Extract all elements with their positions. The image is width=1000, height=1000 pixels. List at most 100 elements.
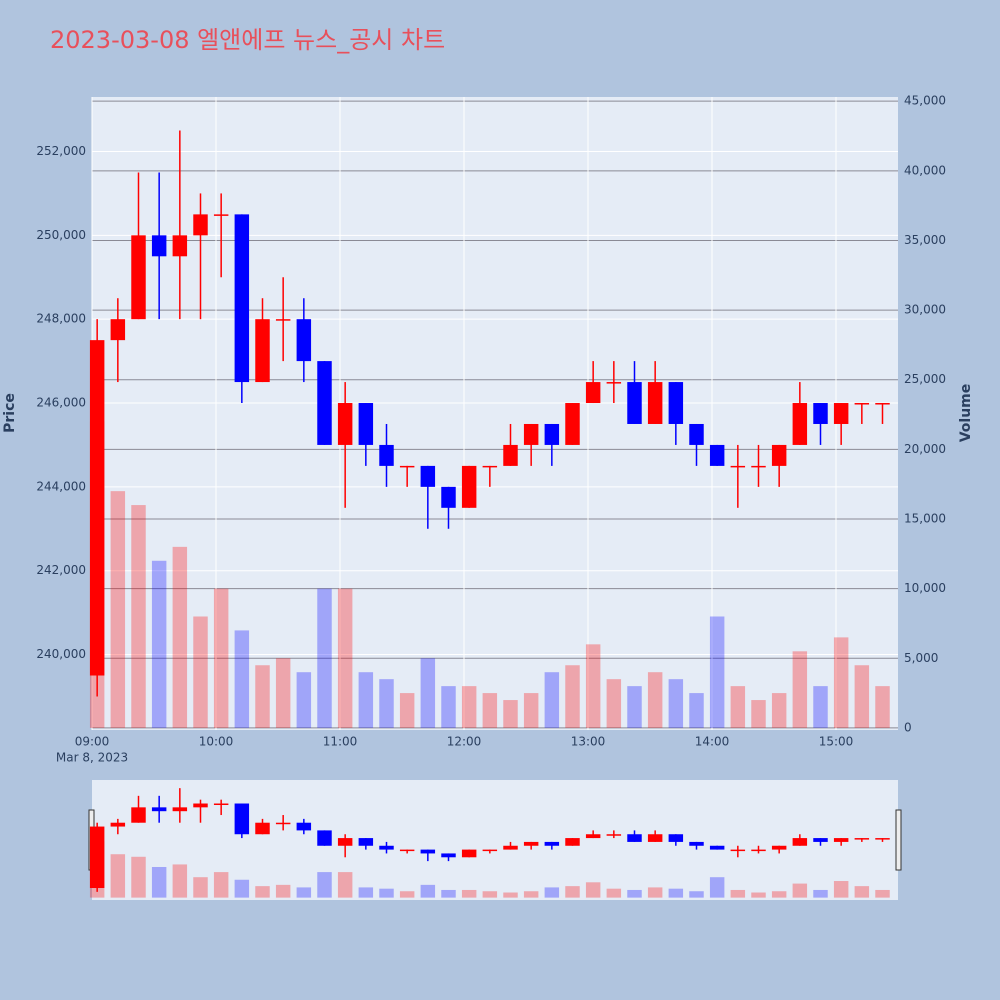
slider-candle-volume-bar bbox=[172, 864, 188, 898]
candle-body bbox=[523, 423, 539, 445]
slider-candle-body bbox=[420, 849, 436, 854]
candle-body bbox=[379, 444, 394, 466]
slider-candle-volume-bar bbox=[317, 872, 332, 898]
candle-body bbox=[255, 319, 270, 383]
slider-candle-volume-bar bbox=[751, 892, 766, 898]
slider-candle-body bbox=[89, 826, 105, 889]
candle-volume-bar bbox=[358, 672, 374, 728]
slider-candle-volume-bar bbox=[523, 891, 539, 898]
slider-candle-body bbox=[751, 849, 766, 852]
candle-body bbox=[854, 403, 870, 405]
candle-volume-bar bbox=[255, 665, 270, 728]
slider-candle-volume-bar bbox=[730, 889, 746, 898]
candle-volume-bar bbox=[833, 637, 849, 728]
candle-body bbox=[213, 214, 229, 216]
candle-volume-bar bbox=[213, 588, 229, 728]
candle-body bbox=[441, 486, 456, 508]
y-tick-label: 240,000 bbox=[36, 647, 86, 661]
slider-candle-body bbox=[193, 803, 208, 808]
candle-body bbox=[461, 465, 477, 508]
y2-tick-label: 15,000 bbox=[904, 512, 946, 526]
slider-candle-volume-bar bbox=[813, 889, 828, 898]
slider-candle-volume-bar bbox=[358, 887, 374, 898]
candle-volume-bar bbox=[875, 686, 890, 728]
candle-volume-bar bbox=[317, 588, 332, 728]
candle-volume-bar bbox=[131, 505, 146, 728]
slider-candle-body bbox=[275, 822, 291, 825]
slider-candle-body bbox=[503, 845, 518, 850]
candle-volume-bar bbox=[751, 700, 766, 728]
slider-candle-volume-bar bbox=[420, 884, 436, 898]
slider-candle-body bbox=[317, 830, 332, 846]
slider-candle-body bbox=[606, 834, 622, 836]
candle-volume-bar bbox=[709, 616, 725, 728]
y-axis-title: Price bbox=[2, 393, 18, 433]
y2-tick-label: 10,000 bbox=[904, 581, 946, 595]
slider-candle-body bbox=[151, 807, 167, 812]
slider-candle-body bbox=[854, 838, 870, 840]
y-tick-label: 242,000 bbox=[36, 563, 86, 577]
slider-candle-body bbox=[172, 807, 188, 812]
slider-candle-volume-bar bbox=[255, 886, 270, 898]
y-tick-label: 246,000 bbox=[36, 396, 86, 410]
slider-candle-volume-bar bbox=[337, 872, 353, 898]
candle-body bbox=[193, 214, 208, 236]
candle-body bbox=[234, 214, 250, 383]
candle-volume-bar bbox=[172, 546, 188, 728]
slider-candle-volume-bar bbox=[565, 886, 580, 898]
candle-body bbox=[647, 382, 663, 424]
candle-volume-bar bbox=[151, 560, 167, 728]
slider-candle-body bbox=[771, 845, 787, 850]
slider-candle-volume-bar bbox=[131, 856, 146, 898]
candle-body bbox=[668, 382, 684, 424]
x-tick-label: 13:00 bbox=[571, 735, 606, 749]
slider-candle-volume-bar bbox=[441, 889, 456, 898]
slider-candle-body bbox=[441, 853, 456, 858]
candle-body bbox=[275, 319, 291, 321]
slider-candle-volume-bar bbox=[647, 887, 663, 898]
slider-candle-volume-bar bbox=[399, 891, 415, 898]
candle-volume-bar bbox=[110, 491, 126, 728]
candle-volume-bar bbox=[399, 693, 415, 728]
slider-candle-volume-bar bbox=[234, 879, 250, 898]
plot-area bbox=[92, 97, 898, 730]
slider-candle-volume-bar bbox=[213, 872, 229, 898]
y2-tick-label: 20,000 bbox=[904, 442, 946, 456]
slider-candle-body bbox=[544, 841, 560, 846]
candle-body bbox=[544, 423, 560, 445]
y2-tick-label: 5,000 bbox=[904, 651, 938, 665]
candle-volume-bar bbox=[193, 616, 208, 728]
slider-candle-volume-bar bbox=[709, 877, 725, 898]
candle-volume-bar bbox=[585, 644, 601, 728]
candle-body bbox=[296, 319, 312, 362]
candle-body bbox=[875, 403, 890, 405]
slider-candle-body bbox=[689, 841, 704, 846]
slider-candle-body bbox=[358, 838, 374, 846]
slider-candle-body bbox=[461, 849, 477, 858]
candle-body bbox=[172, 235, 188, 257]
candle-body bbox=[89, 340, 105, 676]
slider-candle-volume-bar bbox=[503, 892, 518, 898]
slider-candle-volume-bar bbox=[482, 891, 498, 898]
slider-handle[interactable] bbox=[895, 809, 902, 871]
slider-candle-body bbox=[833, 838, 849, 842]
candle-volume-bar bbox=[420, 658, 436, 728]
candle-body bbox=[792, 403, 808, 445]
slider-candle-body bbox=[730, 849, 746, 852]
y2-tick-label: 45,000 bbox=[904, 94, 946, 108]
x-tick-label: 12:00 bbox=[447, 735, 482, 749]
candle-volume-bar bbox=[627, 686, 642, 728]
slider-candle-body bbox=[379, 845, 394, 850]
slider-candle-volume-bar bbox=[771, 891, 787, 898]
y-tick-label: 252,000 bbox=[36, 144, 86, 158]
slider-candle-body bbox=[234, 803, 250, 835]
candle-volume-bar bbox=[544, 672, 560, 728]
candle-body bbox=[585, 382, 601, 404]
candle-body bbox=[503, 444, 518, 466]
slider-candle-volume-bar bbox=[833, 881, 849, 898]
candle-body bbox=[482, 465, 498, 468]
y2-tick-label: 35,000 bbox=[904, 233, 946, 247]
range-slider[interactable] bbox=[92, 780, 898, 900]
candle-body bbox=[399, 465, 415, 468]
slider-candle-body bbox=[296, 822, 312, 831]
